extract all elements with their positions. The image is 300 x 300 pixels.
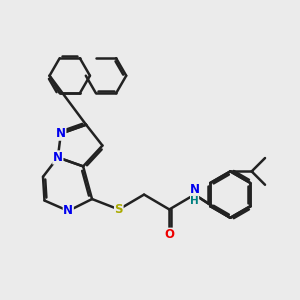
Text: N: N bbox=[190, 183, 200, 196]
Text: O: O bbox=[164, 228, 174, 241]
Text: N: N bbox=[53, 151, 63, 164]
Text: N: N bbox=[63, 204, 73, 218]
Text: S: S bbox=[115, 203, 123, 216]
Text: H: H bbox=[190, 196, 199, 206]
Text: N: N bbox=[56, 127, 66, 140]
